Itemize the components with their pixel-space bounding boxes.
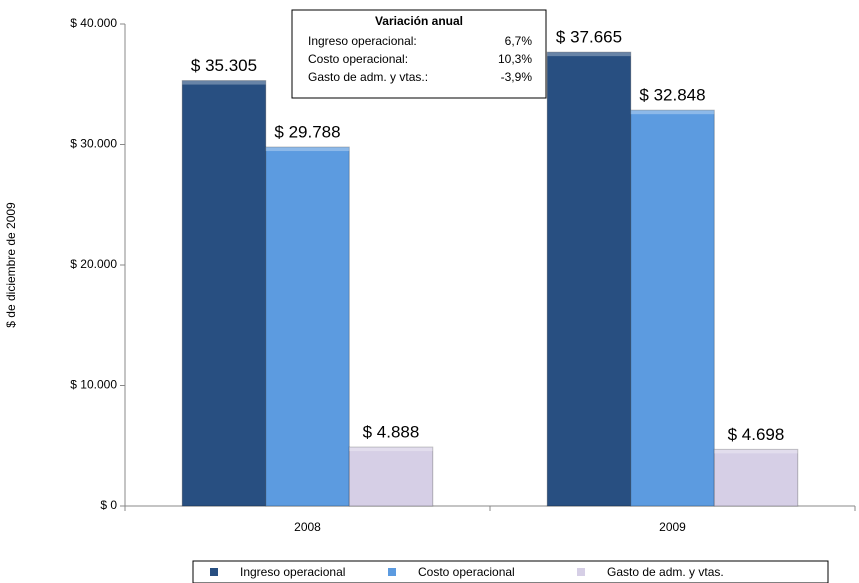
bar	[348, 446, 434, 507]
bar-highlight	[714, 449, 798, 454]
data-label: $ 4.698	[728, 425, 785, 444]
legend-box	[192, 560, 829, 583]
bar-highlight	[265, 147, 350, 152]
y-tick-label: $ 0	[100, 498, 117, 512]
legend-label: Ingreso operacional	[240, 565, 345, 579]
annotation-label: Costo operacional:	[308, 52, 408, 66]
legend-label: Costo operacional	[418, 565, 515, 579]
legend-swatch	[388, 568, 396, 576]
x-tick-label: 2009	[659, 520, 686, 534]
y-axis-label: $ de diciembre de 2009	[4, 202, 18, 328]
annotation-value: 6,7%	[505, 34, 533, 48]
bar-highlight	[182, 80, 266, 85]
annotation-value: -3,9%	[501, 70, 533, 84]
legend-swatch	[577, 568, 585, 576]
y-tick-label: $ 30.000	[70, 137, 117, 151]
y-tick-label: $ 10.000	[70, 378, 117, 392]
y-tick-label: $ 40.000	[70, 16, 117, 30]
data-label: $ 4.888	[363, 423, 420, 442]
data-label: $ 35.305	[191, 56, 257, 75]
y-tick-label: $ 20.000	[70, 257, 117, 271]
annotation-label: Gasto de adm. y vtas.:	[308, 70, 428, 84]
legend-label: Gasto de adm. y vtas.	[607, 565, 724, 579]
bar-highlight	[630, 110, 715, 115]
bar	[265, 146, 350, 507]
annotation-title: Variación anual	[375, 14, 463, 28]
legend-swatch	[210, 568, 218, 576]
bar	[181, 80, 267, 507]
bar	[546, 51, 632, 507]
bar	[630, 109, 715, 507]
annotation-label: Ingreso operacional:	[308, 34, 417, 48]
bar-highlight	[547, 52, 631, 57]
data-label: $ 32.848	[639, 86, 705, 105]
data-label: $ 37.665	[556, 28, 622, 47]
bar	[713, 448, 799, 507]
annotation-box	[291, 9, 547, 99]
x-tick-label: 2008	[294, 520, 321, 534]
bar-highlight	[349, 447, 433, 452]
annotation-value: 10,3%	[498, 52, 532, 66]
data-label: $ 29.788	[274, 123, 340, 142]
